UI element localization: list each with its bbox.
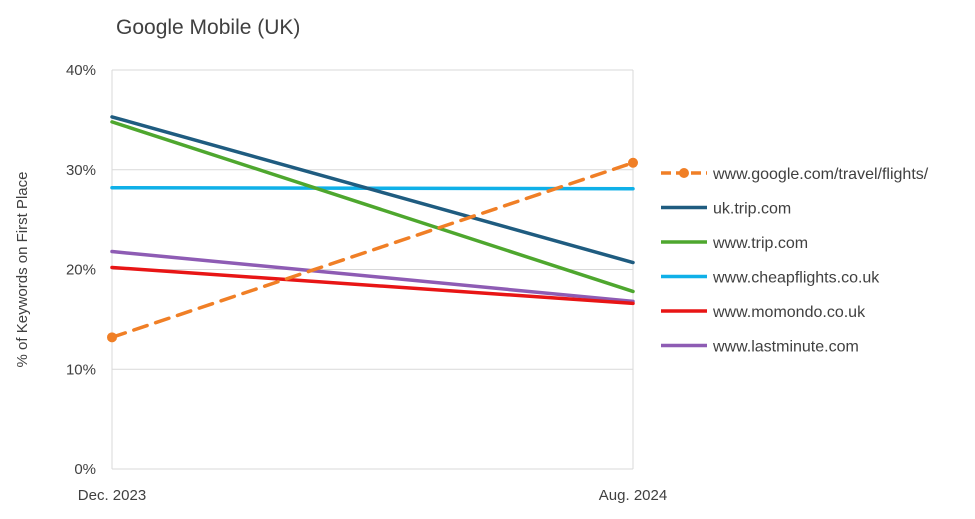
series-marker [107, 332, 117, 343]
legend: www.google.com/travel/flights/uk.trip.co… [661, 166, 929, 356]
series-marker [628, 157, 638, 168]
chart-title: Google Mobile (UK) [116, 16, 301, 39]
series-line [110, 115, 635, 265]
y-tick-label: 30% [66, 162, 96, 179]
series-line [110, 249, 635, 304]
legend-label: www.trip.com [712, 235, 808, 252]
y-tick-label: 10% [66, 361, 96, 378]
x-tick-label: Aug. 2024 [599, 487, 667, 504]
legend-marker [679, 168, 689, 178]
series-line [110, 265, 635, 306]
y-axis-title: % of Keywords on First Place [14, 172, 31, 368]
y-tick-label: 40% [66, 62, 96, 79]
y-tick-label: 20% [66, 262, 96, 279]
series-line [110, 161, 635, 340]
x-tick-label: Dec. 2023 [78, 487, 146, 504]
legend-label: www.google.com/travel/flights/ [712, 166, 929, 183]
y-tick-label: 0% [74, 461, 96, 478]
legend-label: www.lastminute.com [712, 339, 859, 356]
legend-label: uk.trip.com [713, 201, 791, 218]
legend-label: www.momondo.co.uk [712, 304, 866, 321]
series-lines [107, 115, 638, 343]
legend-label: www.cheapflights.co.uk [712, 270, 880, 287]
series-line [110, 120, 635, 294]
axes: 0% 10% 20% 30% 40% Dec. 2023 Aug. 2024 % of Key… [14, 62, 667, 504]
gridlines [111, 69, 634, 470]
